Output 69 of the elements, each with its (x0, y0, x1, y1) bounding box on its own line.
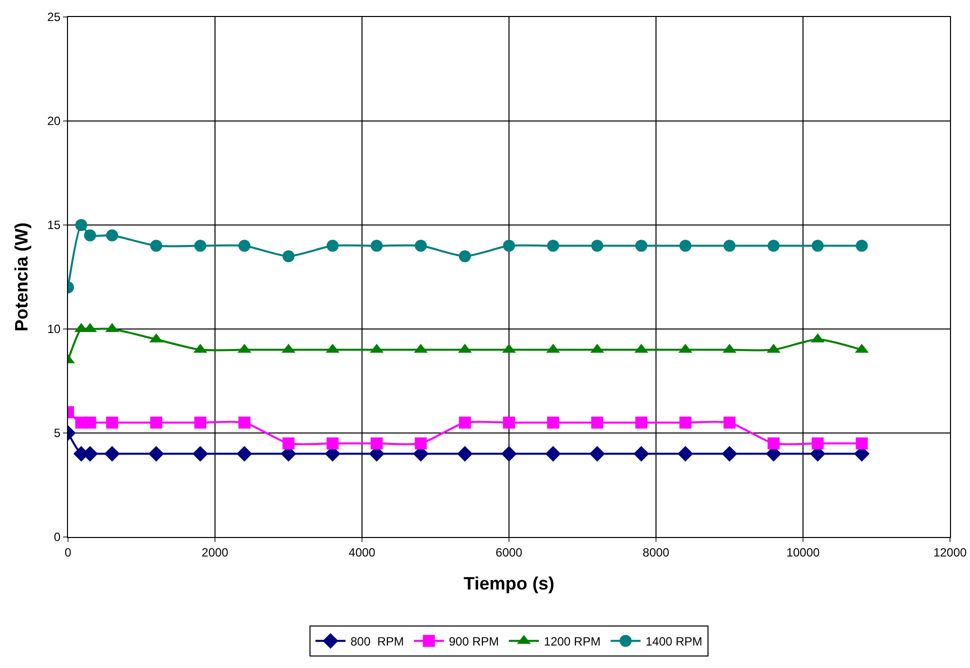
x-axis-title: Tiempo (s) (464, 574, 554, 594)
point (106, 416, 118, 429)
y-tick-label: 10 (47, 322, 61, 336)
point (194, 416, 206, 429)
point (591, 240, 604, 252)
y-tick-label: 20 (47, 114, 61, 128)
point (547, 416, 560, 429)
point (679, 416, 692, 429)
x-tick-label: 8000 (642, 545, 670, 560)
point (84, 229, 96, 242)
y-tick-label: 15 (47, 218, 61, 232)
point (503, 240, 515, 252)
y-tick-label: 0 (54, 530, 61, 544)
point (501, 446, 517, 462)
point (856, 240, 868, 252)
point (414, 437, 427, 450)
point (282, 250, 294, 262)
legend-label: 1200 RPM (544, 634, 601, 649)
point (326, 437, 339, 450)
point (194, 240, 206, 252)
point (150, 240, 162, 252)
point (678, 446, 694, 462)
point (458, 416, 471, 429)
point (634, 446, 650, 462)
point (104, 446, 120, 462)
y-tick-label: 25 (47, 10, 61, 24)
point (370, 437, 383, 450)
point (679, 240, 692, 252)
legend-label: 1400 RPM (646, 634, 702, 649)
x-tick-label: 12000 (933, 545, 968, 560)
point (84, 416, 96, 429)
point (768, 240, 780, 252)
point (282, 437, 294, 450)
legend-label: 900 RPM (448, 634, 499, 649)
point (547, 240, 560, 252)
point (148, 446, 164, 462)
x-tick-label: 6000 (496, 545, 523, 560)
point (722, 446, 738, 462)
point (591, 416, 604, 429)
x-tick-label: 4000 (348, 545, 376, 560)
point (326, 240, 339, 252)
y-tick-label: 5 (54, 426, 61, 440)
x-tick-label: 10000 (786, 545, 820, 560)
point (458, 250, 471, 262)
point (106, 229, 118, 242)
x-tick-label: 2000 (202, 545, 229, 560)
legend-label: 800 RPM (350, 634, 404, 649)
point (503, 416, 515, 429)
point (724, 416, 736, 429)
point (192, 446, 208, 462)
point (75, 219, 88, 231)
point (238, 416, 250, 429)
x-tick-label: 0 (64, 545, 72, 560)
point (414, 240, 427, 252)
point (812, 240, 824, 252)
point (238, 240, 250, 252)
point (635, 416, 648, 429)
point (150, 416, 162, 429)
point (545, 446, 561, 462)
point (236, 446, 252, 462)
point (724, 240, 736, 252)
y-axis-title: Potencia (W) (11, 222, 32, 332)
point (856, 437, 868, 450)
point (812, 437, 824, 450)
point (370, 240, 383, 252)
point (768, 437, 780, 450)
point (635, 240, 648, 252)
point (457, 446, 473, 462)
point (589, 446, 605, 462)
